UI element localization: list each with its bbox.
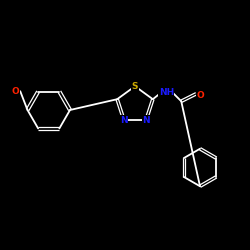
Text: N: N	[142, 116, 150, 125]
Text: S: S	[132, 82, 138, 91]
Text: O: O	[12, 87, 20, 96]
Text: O: O	[196, 90, 204, 100]
Text: NH: NH	[159, 88, 174, 97]
Text: N: N	[120, 116, 128, 125]
